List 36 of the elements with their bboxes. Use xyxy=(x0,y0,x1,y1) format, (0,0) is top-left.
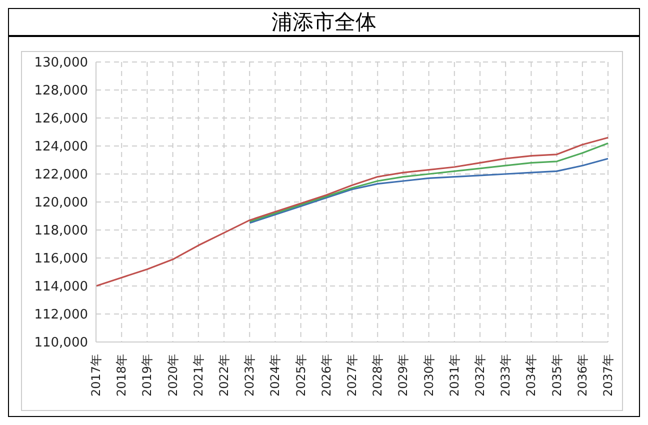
x-tick-label: 2027年 xyxy=(345,354,359,397)
x-tick-label: 2036年 xyxy=(575,354,590,397)
x-tick-label: 2017年 xyxy=(89,354,103,397)
x-tick-label: 2035年 xyxy=(550,354,564,397)
line-series xyxy=(248,142,609,222)
line-series xyxy=(248,158,609,224)
x-tick-label: 2022年 xyxy=(217,354,231,397)
x-tick-label: 2025年 xyxy=(294,354,308,397)
y-tick-label: 122,000 xyxy=(34,168,88,183)
x-tick-label: 2033年 xyxy=(498,354,513,397)
x-tick-label: 2026年 xyxy=(319,354,334,397)
y-tick-label: 130,000 xyxy=(34,56,88,71)
y-tick-label: 120,000 xyxy=(34,196,88,211)
x-tick-label: 2029年 xyxy=(396,354,410,397)
x-tick-label: 2028年 xyxy=(370,354,385,397)
x-tick-label: 2021年 xyxy=(191,354,206,397)
y-tick-label: 124,000 xyxy=(34,140,88,155)
x-tick-label: 2023年 xyxy=(242,354,257,397)
x-tick-label: 2034年 xyxy=(524,354,538,397)
x-tick-label: 2019年 xyxy=(140,354,154,397)
y-tick-label: 114,000 xyxy=(34,280,88,295)
x-tick-label: 2020年 xyxy=(166,354,180,397)
line-series xyxy=(95,136,609,287)
x-tick-label: 2018年 xyxy=(114,354,129,397)
x-tick-label: 2031年 xyxy=(447,354,462,397)
x-tick-label: 2037年 xyxy=(601,354,615,397)
y-tick-label: 128,000 xyxy=(34,84,88,99)
y-tick-label: 116,000 xyxy=(34,252,88,267)
chart-title: 浦添市全体 xyxy=(9,9,639,37)
y-tick-label: 126,000 xyxy=(34,112,88,127)
x-tick-label: 2030年 xyxy=(422,354,436,397)
y-tick-label: 112,000 xyxy=(34,308,88,323)
y-tick-label: 118,000 xyxy=(34,224,88,239)
x-tick-label: 2024年 xyxy=(268,354,282,397)
y-tick-label: 110,000 xyxy=(34,336,88,351)
x-tick-label: 2032年 xyxy=(473,354,487,397)
